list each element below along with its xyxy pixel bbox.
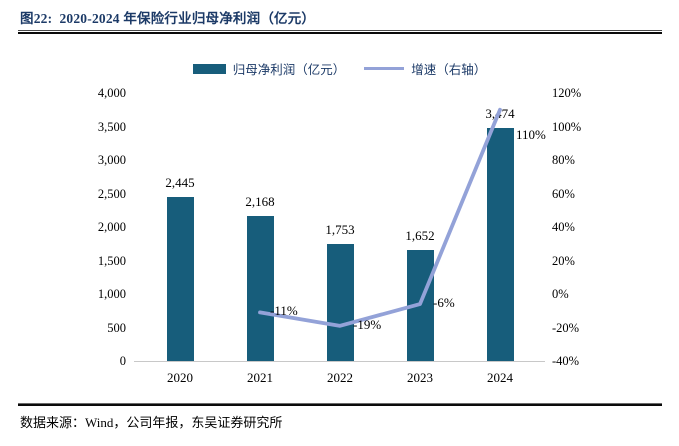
right-axis-tick: -40% xyxy=(552,354,580,368)
left-axis-tick: 0 xyxy=(119,354,126,368)
bar-2024 xyxy=(486,128,514,361)
right-axis-tick: 100% xyxy=(552,119,582,134)
left-axis-tick: 1,500 xyxy=(97,253,126,268)
x-axis-line xyxy=(134,361,545,362)
growth-value-label: 110% xyxy=(516,126,546,142)
right-axis-tick: 0% xyxy=(552,287,569,301)
bar-value-label: 1,652 xyxy=(405,228,435,244)
left-axis-tick: 3,500 xyxy=(97,119,126,134)
bar-2020 xyxy=(166,197,194,361)
legend-line-swatch xyxy=(364,66,405,71)
bar-value-label: 1,753 xyxy=(325,221,355,237)
legend-bar-label: 归母净利润（亿元） xyxy=(232,63,346,77)
x-axis-tick: 2024 xyxy=(487,370,513,385)
bar-2023 xyxy=(406,250,434,361)
left-axis-tick: 2,000 xyxy=(97,220,126,234)
left-axis-tick: 2,500 xyxy=(97,186,126,201)
bar-value-label: 2,168 xyxy=(245,193,275,209)
right-axis-tick: 80% xyxy=(552,153,575,167)
x-axis-tick: 2020 xyxy=(167,370,193,385)
bar-2022 xyxy=(326,243,354,361)
right-axis-tick: 120% xyxy=(552,86,582,100)
footer-separator xyxy=(18,403,662,406)
left-axis-tick: 1,000 xyxy=(97,287,126,301)
growth-value-label: -6% xyxy=(433,295,455,311)
bar-value-label: 3,474 xyxy=(485,106,515,122)
left-axis-tick: 3,000 xyxy=(97,153,126,167)
bar-2021 xyxy=(246,215,274,361)
chart-legend: 归母净利润（亿元） 增速（右轴） xyxy=(0,59,679,78)
bar-value-label: 2,445 xyxy=(165,175,195,191)
figure-title: 图22: 2020-2024 年保险行业归母净利润（亿元） xyxy=(20,11,316,26)
legend-bar-swatch xyxy=(192,63,226,74)
right-axis-tick: 20% xyxy=(552,253,575,268)
growth-value-label: -19% xyxy=(353,316,382,332)
left-axis-tick: 4,000 xyxy=(97,86,126,100)
x-axis-tick: 2021 xyxy=(247,370,273,385)
right-axis-tick: 40% xyxy=(552,220,575,234)
growth-value-label: -11% xyxy=(270,303,298,319)
x-axis-tick: 2023 xyxy=(407,370,433,385)
x-axis-tick: 2022 xyxy=(327,370,353,385)
data-source-note: 数据来源：Wind，公司年报，东吴证券研究所 xyxy=(20,415,283,430)
title-separator xyxy=(18,30,662,34)
right-axis-tick: -20% xyxy=(552,320,580,335)
left-axis-tick: 500 xyxy=(107,320,126,335)
legend-line-label: 增速（右轴） xyxy=(411,63,487,77)
right-axis-tick: 60% xyxy=(552,186,575,201)
